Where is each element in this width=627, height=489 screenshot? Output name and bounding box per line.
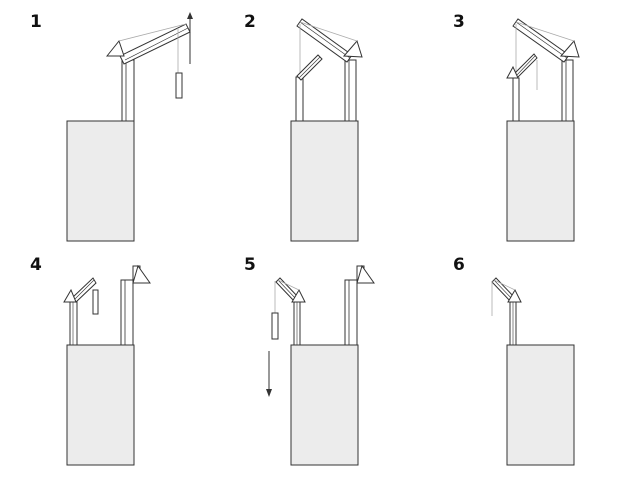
step-number-3: 3 [453, 12, 465, 32]
building [506, 120, 575, 242]
step-number-2: 2 [244, 12, 256, 32]
folded-main-crane [120, 264, 151, 346]
step-number-5: 5 [244, 255, 256, 275]
crane-jib [105, 23, 191, 65]
arrow-down-icon [266, 351, 272, 397]
arrow-up-icon [187, 12, 193, 64]
small-crane [63, 277, 97, 346]
load [92, 289, 99, 315]
small-crane [295, 54, 323, 122]
load [175, 72, 183, 99]
small-crane [275, 277, 306, 346]
folded-main-crane [344, 264, 375, 346]
small-crane [491, 277, 522, 346]
panel-6: 6 [453, 255, 575, 466]
load [271, 312, 279, 340]
building [290, 344, 359, 466]
panel-2: 2 [244, 12, 363, 242]
panel-4: 4 [30, 255, 151, 466]
panel-5: 5 [244, 255, 375, 466]
building [290, 120, 359, 242]
building [506, 344, 575, 466]
panel-1: 1 [30, 12, 193, 242]
step-number-1: 1 [30, 12, 42, 32]
step-number-6: 6 [453, 255, 465, 275]
main-crane [512, 18, 580, 122]
building [66, 120, 135, 242]
step-number-4: 4 [30, 255, 42, 275]
panel-3: 3 [453, 12, 580, 242]
small-crane [506, 53, 538, 122]
main-crane [296, 18, 363, 122]
building [66, 344, 135, 466]
crane-mast [121, 59, 135, 122]
